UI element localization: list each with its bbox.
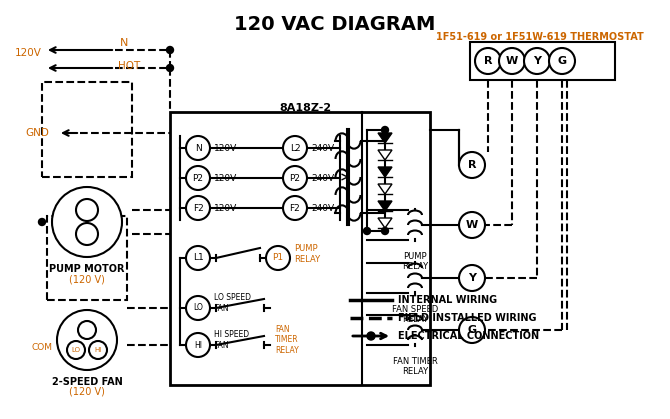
Circle shape xyxy=(266,246,290,270)
Circle shape xyxy=(367,332,375,340)
Text: G: G xyxy=(468,325,476,335)
Text: L2: L2 xyxy=(289,143,300,153)
Text: P1: P1 xyxy=(273,253,283,262)
Text: ELECTRICAL CONNECTION: ELECTRICAL CONNECTION xyxy=(398,331,539,341)
Polygon shape xyxy=(378,184,392,194)
Polygon shape xyxy=(378,201,392,211)
Text: FAN SPEED
RELAY: FAN SPEED RELAY xyxy=(392,305,438,324)
Circle shape xyxy=(186,296,210,320)
Text: 240V: 240V xyxy=(311,173,334,183)
Text: PUMP
RELAY: PUMP RELAY xyxy=(294,244,320,264)
Polygon shape xyxy=(378,218,392,228)
Text: (120 V): (120 V) xyxy=(69,387,105,397)
Bar xyxy=(42,82,132,177)
Bar xyxy=(470,42,615,80)
Circle shape xyxy=(459,265,485,291)
Circle shape xyxy=(76,223,98,245)
Circle shape xyxy=(186,246,210,270)
Text: Y: Y xyxy=(533,56,541,66)
Bar xyxy=(170,112,430,385)
Text: 120V: 120V xyxy=(214,204,237,212)
Text: L1: L1 xyxy=(193,253,204,262)
Text: FIELD INSTALLED WIRING: FIELD INSTALLED WIRING xyxy=(398,313,537,323)
Text: FAN
TIMER
RELAY: FAN TIMER RELAY xyxy=(275,325,299,355)
Text: HOT: HOT xyxy=(118,61,140,71)
Text: N: N xyxy=(120,38,129,48)
Bar xyxy=(47,216,127,300)
Circle shape xyxy=(186,333,210,357)
Text: INTERNAL WIRING: INTERNAL WIRING xyxy=(398,295,497,305)
Text: LO: LO xyxy=(72,347,80,353)
Circle shape xyxy=(283,166,307,190)
Circle shape xyxy=(459,212,485,238)
Text: HI: HI xyxy=(94,347,102,353)
Text: P2: P2 xyxy=(192,173,204,183)
Circle shape xyxy=(52,187,122,257)
Circle shape xyxy=(283,196,307,220)
Text: F2: F2 xyxy=(289,204,300,212)
Text: PUMP
RELAY: PUMP RELAY xyxy=(402,252,428,272)
Text: P2: P2 xyxy=(289,173,301,183)
Circle shape xyxy=(89,341,107,359)
Text: 240V: 240V xyxy=(311,204,334,212)
Text: R: R xyxy=(468,160,476,170)
Polygon shape xyxy=(378,167,392,177)
Circle shape xyxy=(381,228,389,235)
Circle shape xyxy=(459,317,485,343)
Text: 120 VAC DIAGRAM: 120 VAC DIAGRAM xyxy=(234,15,436,34)
Text: 120V: 120V xyxy=(214,173,237,183)
Circle shape xyxy=(186,166,210,190)
Text: HI: HI xyxy=(194,341,202,349)
Text: 8A18Z-2: 8A18Z-2 xyxy=(279,103,331,113)
Text: GND: GND xyxy=(25,128,49,138)
Circle shape xyxy=(186,136,210,160)
Text: LO SPEED
FAN: LO SPEED FAN xyxy=(214,293,251,313)
Circle shape xyxy=(524,48,550,74)
Circle shape xyxy=(381,127,389,134)
Text: PUMP MOTOR: PUMP MOTOR xyxy=(50,264,125,274)
Circle shape xyxy=(167,47,174,54)
Text: N: N xyxy=(194,143,202,153)
Text: FAN TIMER
RELAY: FAN TIMER RELAY xyxy=(393,357,438,376)
Text: W: W xyxy=(466,220,478,230)
Text: F2: F2 xyxy=(193,204,204,212)
Text: 120V: 120V xyxy=(15,48,42,58)
Circle shape xyxy=(549,48,575,74)
Circle shape xyxy=(186,196,210,220)
Text: COM: COM xyxy=(32,344,53,352)
Circle shape xyxy=(475,48,501,74)
Circle shape xyxy=(57,310,117,370)
Circle shape xyxy=(38,218,46,225)
Circle shape xyxy=(499,48,525,74)
Text: R: R xyxy=(484,56,492,66)
Text: 2-SPEED FAN: 2-SPEED FAN xyxy=(52,377,123,387)
Circle shape xyxy=(78,321,96,339)
Text: Y: Y xyxy=(468,273,476,283)
Text: 240V: 240V xyxy=(311,143,334,153)
Circle shape xyxy=(364,228,371,235)
Circle shape xyxy=(167,65,174,72)
Polygon shape xyxy=(378,133,392,143)
Text: 1F51-619 or 1F51W-619 THERMOSTAT: 1F51-619 or 1F51W-619 THERMOSTAT xyxy=(436,32,644,42)
Text: 120V: 120V xyxy=(214,143,237,153)
Circle shape xyxy=(459,152,485,178)
Text: HI SPEED
FAN: HI SPEED FAN xyxy=(214,330,249,350)
Text: G: G xyxy=(557,56,567,66)
Polygon shape xyxy=(378,150,392,160)
Circle shape xyxy=(67,341,85,359)
Text: (120 V): (120 V) xyxy=(69,274,105,284)
Circle shape xyxy=(283,136,307,160)
Text: W: W xyxy=(506,56,518,66)
Text: LO: LO xyxy=(193,303,203,313)
Circle shape xyxy=(76,199,98,221)
